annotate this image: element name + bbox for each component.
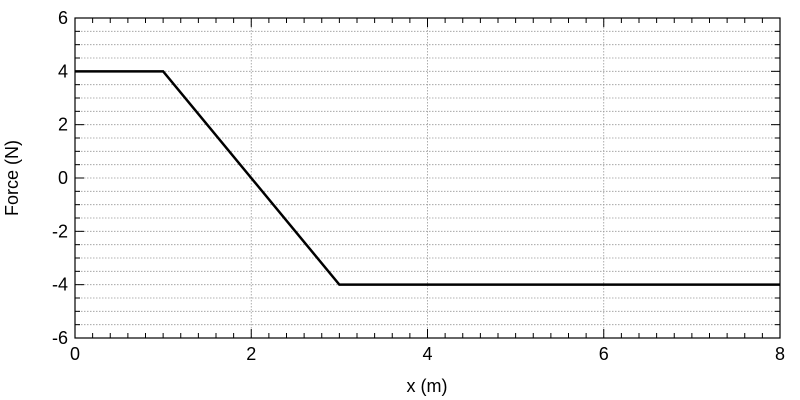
x-tick-label: 2 (246, 344, 256, 364)
y-tick-label: 4 (58, 61, 68, 81)
y-tick-label: 0 (58, 168, 68, 188)
y-axis-label: Force (N) (2, 140, 22, 216)
x-tick-label: 0 (70, 344, 80, 364)
y-tick-label: -2 (52, 221, 68, 241)
y-tick-label: -6 (52, 328, 68, 348)
plot-frame (74, 17, 781, 339)
y-tick-label: 2 (58, 115, 68, 135)
x-axis-label: x (m) (407, 376, 448, 396)
x-tick-label: 6 (599, 344, 609, 364)
x-tick-label: 4 (422, 344, 432, 364)
y-tick-label: 6 (58, 8, 68, 28)
x-tick-label: 8 (775, 344, 785, 364)
y-tick-label: -4 (52, 275, 68, 295)
data-line (75, 70, 780, 286)
